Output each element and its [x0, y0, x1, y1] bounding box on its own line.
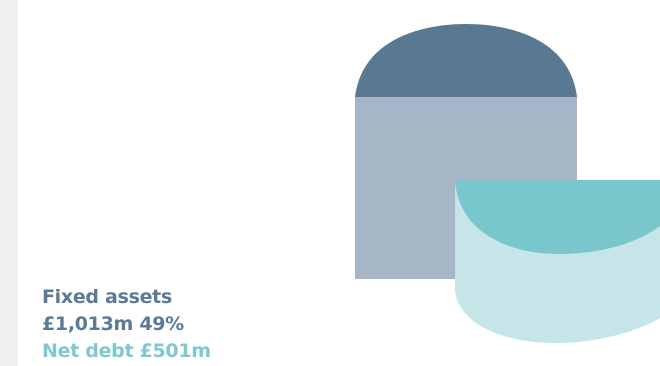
fixed-assets-label: Fixed assets: [42, 286, 172, 308]
net-debt-cylinder-top: [455, 180, 660, 254]
left-side-strip: [0, 0, 18, 366]
net-debt-label: Net debt £501m: [42, 340, 211, 362]
fixed-assets-dome: [355, 24, 577, 97]
fixed-assets-value: £1,013m 49%: [42, 313, 184, 335]
asset-caption: Fixed assets £1,013m 49% Net debt £501m: [42, 284, 211, 365]
